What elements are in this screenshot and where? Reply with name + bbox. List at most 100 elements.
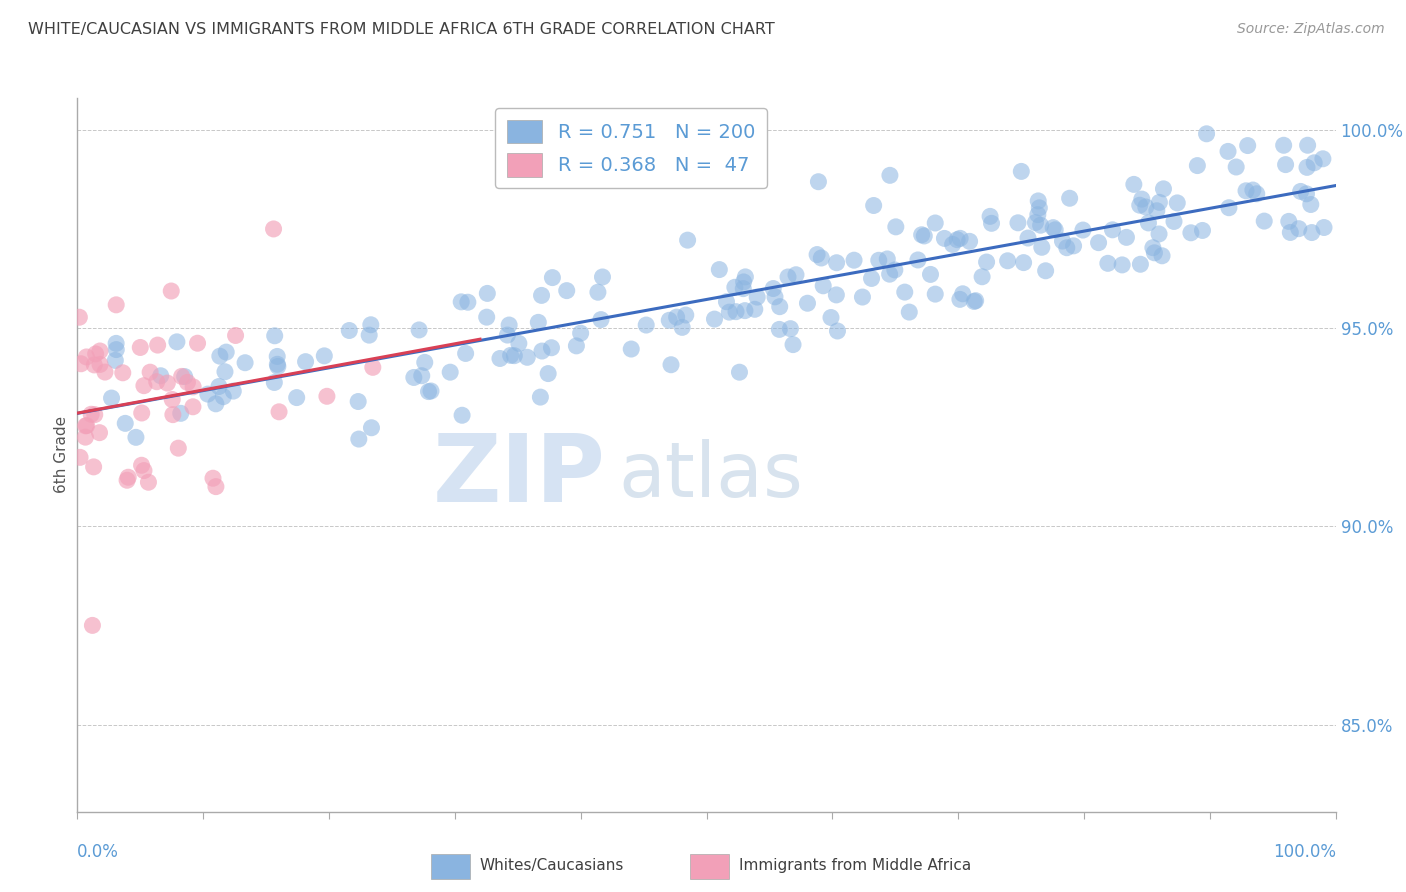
Point [1166, 195, 1188, 210]
Point [166, 334, 188, 349]
Point [149, 368, 172, 383]
Point [529, 390, 551, 404]
Point [1056, 241, 1078, 255]
Point [160, 284, 183, 298]
Point [67, 310, 90, 325]
Point [997, 253, 1019, 268]
Point [768, 322, 790, 336]
Point [1029, 218, 1052, 232]
Point [946, 233, 969, 247]
Point [263, 222, 285, 236]
Point [439, 365, 461, 379]
Point [1063, 239, 1085, 253]
Point [75, 350, 97, 364]
Point [659, 358, 682, 372]
Point [105, 336, 128, 351]
Point [884, 219, 907, 234]
Point [498, 318, 520, 332]
Point [76, 418, 98, 433]
Point [83, 358, 105, 372]
Point [540, 341, 562, 355]
Point [1026, 194, 1049, 208]
Point [785, 268, 807, 282]
Point [337, 324, 360, 338]
Point [1218, 201, 1240, 215]
Point [972, 269, 994, 284]
Point [1274, 158, 1296, 172]
Point [267, 359, 290, 374]
Point [675, 308, 697, 322]
Point [658, 313, 681, 327]
Point [105, 343, 128, 357]
Point [589, 312, 612, 326]
Point [347, 394, 370, 409]
Point [565, 339, 588, 353]
Point [862, 198, 884, 212]
Point [1026, 208, 1049, 222]
Point [976, 255, 998, 269]
Point [1087, 235, 1109, 250]
Point [146, 338, 169, 352]
Text: Whites/Caucasians: Whites/Caucasians [479, 858, 624, 872]
Text: ZIP: ZIP [433, 430, 606, 523]
Point [170, 406, 193, 420]
Point [181, 380, 204, 394]
Point [82, 618, 104, 632]
Point [537, 367, 560, 381]
Point [100, 391, 122, 405]
Point [80, 407, 103, 421]
Point [156, 376, 179, 390]
Point [450, 294, 472, 309]
Point [75, 430, 97, 444]
Point [496, 328, 519, 343]
Point [215, 345, 238, 359]
Point [266, 357, 288, 371]
Point [266, 350, 288, 364]
Point [222, 384, 245, 398]
Point [744, 302, 766, 317]
Point [360, 421, 382, 435]
Point [1312, 152, 1334, 166]
Point [451, 409, 474, 423]
Point [1296, 138, 1319, 153]
Point [294, 354, 316, 368]
Point [1137, 216, 1160, 230]
Point [555, 284, 578, 298]
Point [1130, 192, 1153, 206]
Point [934, 231, 956, 245]
Point [827, 324, 849, 338]
Point [1301, 226, 1323, 240]
Point [1097, 256, 1119, 270]
Point [477, 286, 499, 301]
Point [776, 270, 799, 285]
Point [920, 268, 942, 282]
Point [125, 430, 148, 444]
Point [516, 351, 538, 365]
Point [1122, 178, 1144, 192]
Point [763, 290, 786, 304]
Point [825, 288, 848, 302]
Point [132, 464, 155, 478]
Point [205, 480, 228, 494]
Point [1234, 184, 1257, 198]
Point [83, 408, 105, 422]
Point [1024, 216, 1046, 230]
Point [117, 470, 139, 484]
Point [709, 262, 731, 277]
Point [186, 336, 208, 351]
Point [1289, 185, 1312, 199]
Point [418, 384, 440, 399]
Point [527, 315, 550, 329]
Point [734, 303, 756, 318]
Point [197, 387, 219, 401]
Point [420, 384, 443, 398]
Point [1180, 226, 1202, 240]
Point [949, 231, 972, 245]
Point [1313, 220, 1336, 235]
Point [1129, 198, 1152, 212]
Point [139, 365, 162, 379]
Point [181, 400, 204, 414]
Bar [690, 855, 728, 879]
Point [411, 368, 433, 383]
Point [1241, 183, 1264, 197]
